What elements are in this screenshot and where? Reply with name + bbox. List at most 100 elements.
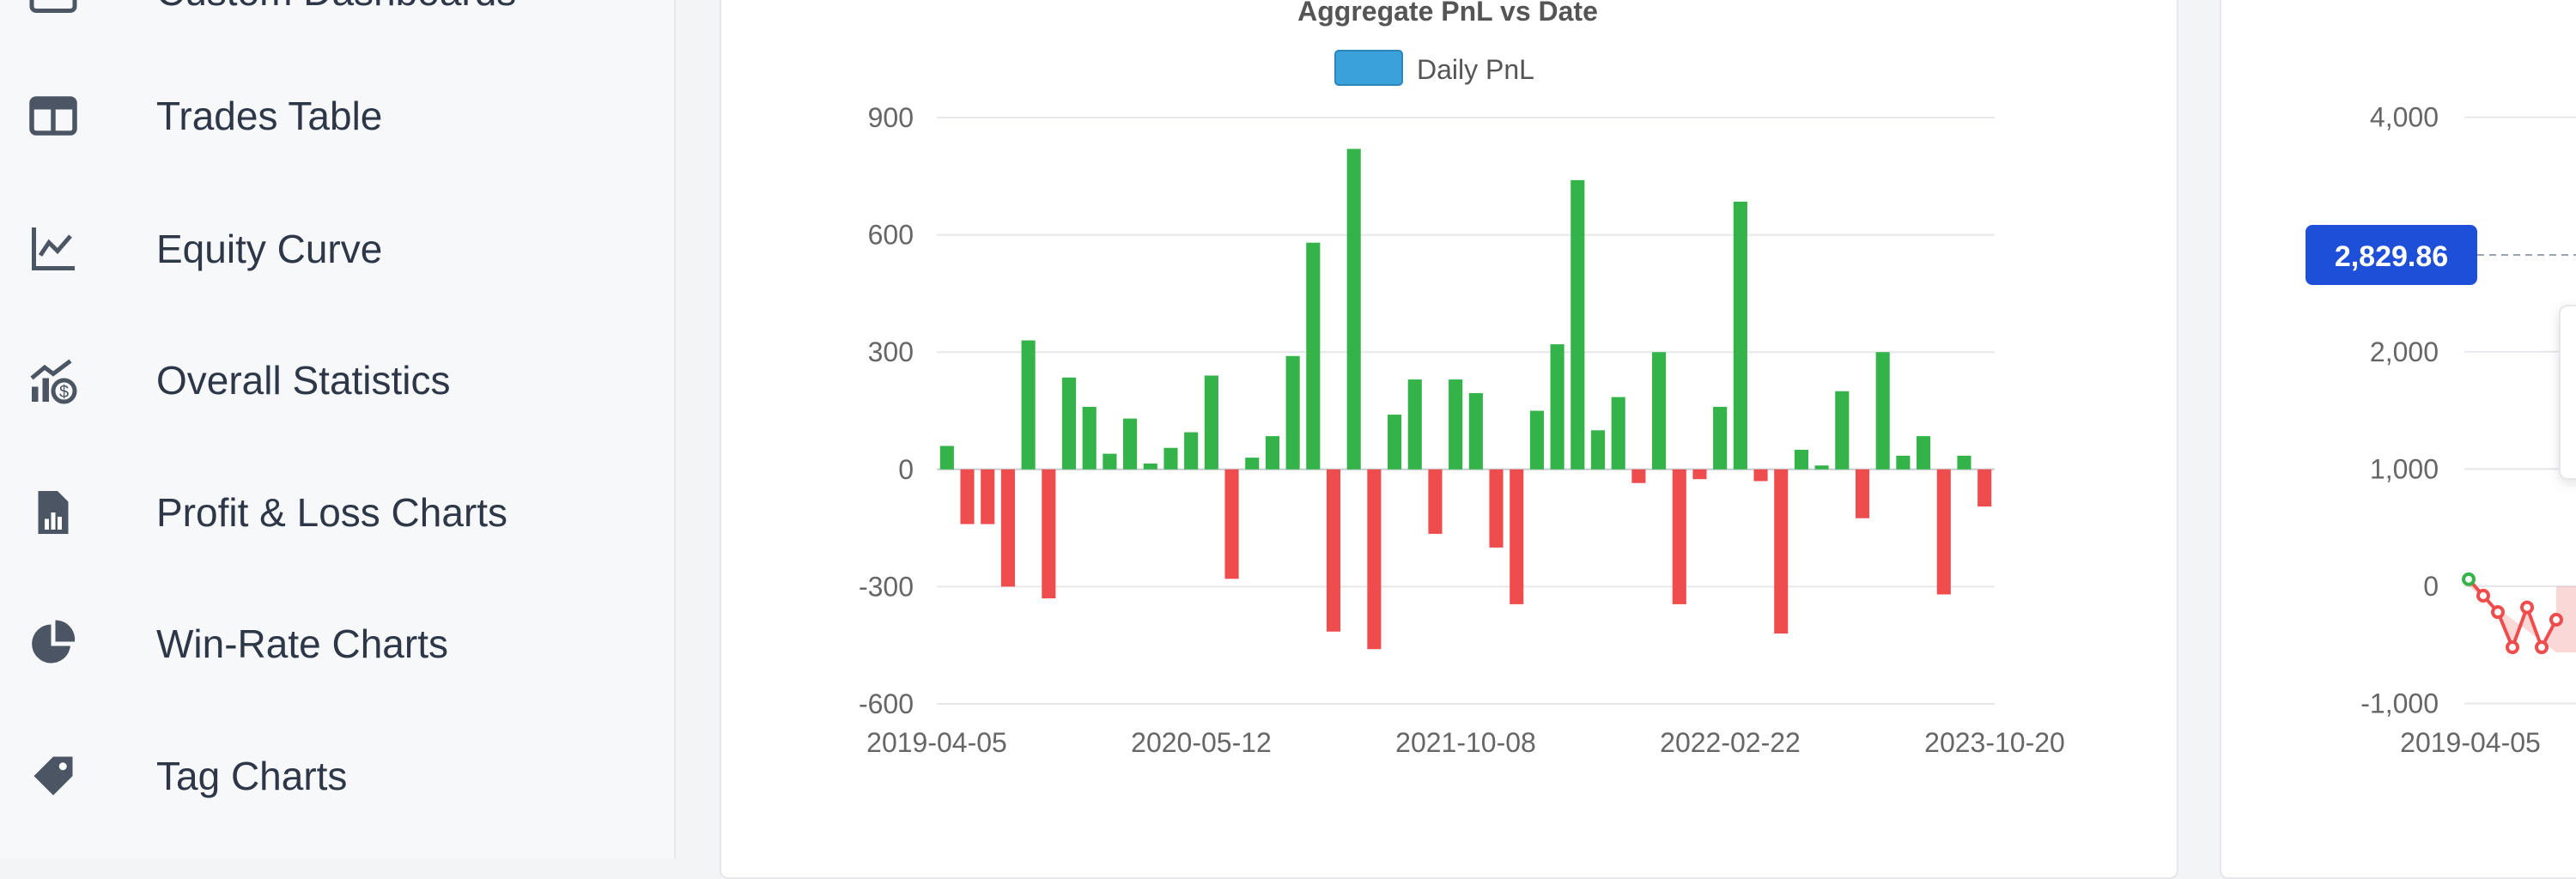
chart-title: Aggregate PnL vs Date [1297, 0, 1598, 27]
pnl-bar [1184, 432, 1199, 470]
x-tick-label: 2021-10-08 [1395, 727, 1536, 758]
sidebar-item-label: Custom Dashboards [156, 0, 516, 15]
y-tick-label: 0 [2423, 571, 2439, 602]
sidebar-item-label: Overall Statistics [156, 358, 451, 403]
pnl-bar [1042, 469, 1056, 599]
pie-chart-icon [26, 616, 81, 671]
sidebar-item-label: Equity Curve [156, 227, 383, 271]
y-tick-label: 2,000 [2370, 336, 2439, 367]
sidebar-item-label: Trades Table [156, 94, 383, 138]
pnl-bar [1753, 469, 1768, 482]
pnl-bar [1917, 436, 1931, 470]
pnl-bar [1936, 469, 1951, 595]
pnl-bar [1000, 469, 1015, 587]
pnl-bar [1143, 463, 1157, 470]
pnl-bar [1529, 410, 1544, 470]
pnl-bar [1224, 469, 1239, 579]
pnl-bar [1957, 455, 1971, 470]
pnl-bar [1285, 355, 1300, 470]
pnl-bar [981, 469, 995, 524]
pnl-bar [1204, 375, 1218, 470]
equity-point [2506, 640, 2519, 655]
pnl-bar [1346, 149, 1361, 470]
pnl-bar [1510, 469, 1524, 604]
pnl-bar [1692, 469, 1707, 480]
sidebar-item-label: Win-Rate Charts [156, 621, 448, 666]
pnl-bar [1978, 469, 1992, 507]
sidebar-divider [674, 0, 676, 858]
sidebar-item-equity-curve[interactable]: Equity Curve [26, 215, 644, 283]
legend-label[interactable]: Daily PnL [1417, 54, 1534, 85]
pnl-bar [1367, 469, 1382, 650]
sidebar-item-profit-loss-charts[interactable]: Profit & Loss Charts [26, 478, 644, 547]
pnl-bar [1590, 430, 1606, 470]
pnl-bar [1306, 242, 1321, 470]
line-chart-icon [26, 221, 81, 276]
pnl-bar [1468, 393, 1483, 470]
sidebar-item-label: Tag Charts [156, 754, 348, 798]
y-tick-label: 900 [868, 102, 914, 133]
sidebar-item-label: Profit & Loss Charts [156, 490, 508, 535]
pnl-bar [1672, 469, 1686, 604]
equity-point [2462, 572, 2476, 586]
crosshair-value-badge [2306, 225, 2477, 285]
pnl-bar [1875, 352, 1890, 470]
equity-point [2535, 640, 2549, 655]
pnl-bar [1061, 377, 1077, 470]
crosshair-value-label: 2,829.86 [2335, 240, 2448, 273]
sidebar-item-tag-charts[interactable]: Tag Charts [26, 742, 644, 810]
dashboard-icon [26, 0, 81, 19]
equity-point [2520, 600, 2534, 615]
chart-tooltip [2559, 305, 2576, 480]
daily-pnl-bar-chart: Aggregate PnL vs Date Daily PnL 900 600 30… [859, 0, 2065, 758]
pnl-bar [1550, 344, 1564, 470]
x-tick-label: 2022-02-22 [1660, 727, 1801, 758]
sidebar-item-overall-statistics[interactable]: $ Overall Statistics [26, 346, 644, 415]
pnl-bar [1611, 397, 1625, 470]
svg-text:$: $ [59, 383, 69, 402]
equity-point [2491, 605, 2505, 620]
pnl-bar [1245, 458, 1260, 470]
legend-swatch[interactable] [1334, 50, 1403, 86]
pnl-bar [1652, 352, 1667, 470]
sidebar-item-custom-dashboards[interactable]: Custom Dashboards [26, 0, 644, 26]
pnl-bar [1388, 415, 1402, 470]
y-tick-label: -600 [859, 688, 914, 719]
y-tick-label: -1,000 [2360, 688, 2439, 719]
pnl-bar [1489, 469, 1504, 548]
x-tick-label: 2019-04-05 [866, 727, 1007, 758]
y-tick-label: -300 [859, 571, 914, 602]
pnl-bar [1103, 453, 1117, 470]
equity-point [2476, 588, 2490, 603]
x-tick-label: 2020-05-12 [1131, 727, 1272, 758]
y-tick-label: 600 [868, 220, 914, 251]
pnl-bar [1407, 379, 1422, 470]
pnl-bar [1123, 418, 1138, 470]
pnl-bar [1163, 447, 1178, 470]
sidebar-item-trades-table[interactable]: Trades Table [26, 82, 644, 150]
pnl-bar [1265, 436, 1279, 470]
pnl-bar [1814, 465, 1829, 470]
pnl-report-icon [26, 485, 81, 540]
equity-point [2549, 612, 2563, 627]
x-tick-label: 2019-04-05 [2400, 727, 2541, 758]
x-tick-label: 2023-10-20 [1924, 727, 2065, 758]
sidebar-item-win-rate-charts[interactable]: Win-Rate Charts [26, 609, 644, 678]
pnl-bar [939, 446, 954, 470]
pnl-bar [1571, 179, 1585, 470]
pnl-bar [1326, 469, 1341, 632]
tag-icon [26, 749, 81, 803]
pnl-bar [1449, 379, 1463, 470]
equity-curve-chart: 4,000 2,000 1,000 0 -1,000 2019-04-05 2,829.… [2306, 102, 2576, 758]
pnl-bar [1631, 469, 1646, 483]
pnl-bar [1713, 406, 1728, 470]
pnl-bar [1082, 406, 1097, 470]
y-tick-label: 0 [898, 454, 914, 485]
pnl-bar [1733, 201, 1747, 470]
pnl-bar [960, 469, 975, 524]
pnl-bar [1428, 469, 1443, 534]
pnl-bar [1794, 450, 1808, 470]
pnl-bar [1835, 391, 1850, 470]
table-icon [26, 88, 81, 143]
y-tick-label: 4,000 [2370, 102, 2439, 133]
